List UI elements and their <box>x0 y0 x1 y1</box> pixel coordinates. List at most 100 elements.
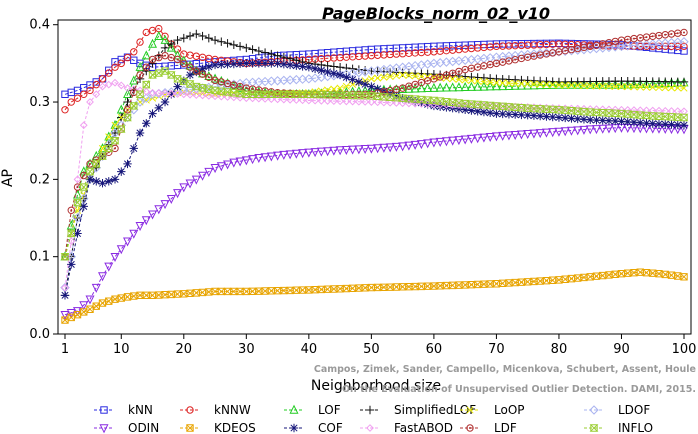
data-point-cof <box>623 117 632 127</box>
data-point-loop <box>655 83 663 92</box>
data-point-cof <box>661 120 670 129</box>
data-point-kdeos <box>105 297 113 305</box>
data-point-fastabod <box>480 101 488 110</box>
data-point-knnw <box>80 90 88 99</box>
data-point-knnw <box>98 75 107 83</box>
data-point-kdeos <box>92 302 100 310</box>
data-point-fastabod <box>79 121 88 130</box>
data-point-kdeos <box>292 286 301 294</box>
data-point-cof <box>473 107 482 116</box>
data-point-ldf <box>498 58 507 66</box>
x-axis-label: Neighborhood size <box>311 378 441 394</box>
data-point-ldf <box>192 67 201 75</box>
y-tick-label: 0.2 <box>29 172 50 187</box>
data-point-cof <box>548 112 557 122</box>
data-point-cof <box>435 102 445 111</box>
data-point-kdeos <box>67 313 75 322</box>
data-point-odin <box>360 145 370 155</box>
data-point-inflo <box>60 252 70 261</box>
data-point-cof <box>304 63 314 72</box>
x-tick-label: 40 <box>301 342 318 357</box>
data-point-cof <box>92 177 101 186</box>
data-point-fastabod <box>648 106 657 115</box>
series-kdeos <box>61 268 688 324</box>
data-point-inflo <box>173 75 182 83</box>
data-point-fastabod <box>186 90 194 99</box>
legend-item-inflo: INFLO <box>584 421 653 434</box>
data-point-lof <box>72 189 83 199</box>
data-point-cof <box>586 115 595 125</box>
data-point-odin <box>429 138 439 148</box>
data-point-fastabod <box>304 96 313 105</box>
data-point-cof <box>198 64 207 73</box>
data-point-cof <box>673 120 682 130</box>
data-point-ldf <box>423 76 432 85</box>
data-point-cof <box>561 113 570 123</box>
data-point-fastabod <box>279 95 288 104</box>
data-point-lof <box>116 104 126 114</box>
data-point-cof <box>292 61 301 70</box>
data-point-ldf <box>205 73 213 81</box>
data-point-lof <box>529 80 539 90</box>
legend-marker-inflo <box>589 424 599 432</box>
data-point-odin <box>354 145 364 155</box>
data-point-kdeos <box>267 287 276 295</box>
data-point-odin <box>285 150 295 160</box>
data-point-fastabod <box>111 78 119 87</box>
y-tick-label: 0.0 <box>29 327 50 342</box>
data-point-cof <box>679 121 689 130</box>
y-tick-label: 0.1 <box>29 250 50 265</box>
data-point-knn <box>61 90 69 99</box>
credit-line-2: On the Evaluation of Unsupervised Outlie… <box>342 384 696 395</box>
data-point-kdeos <box>467 280 476 289</box>
data-point-loop <box>536 80 544 88</box>
data-point-odin <box>185 179 195 189</box>
legend-label-knn: kNN <box>128 403 153 417</box>
data-point-knnw <box>61 106 69 114</box>
data-point-lof <box>579 79 589 89</box>
data-point-cof <box>117 167 126 176</box>
legend-label-inflo: INFLO <box>618 421 653 434</box>
data-point-odin <box>254 154 264 164</box>
data-point-loop <box>517 80 525 88</box>
data-point-ldf <box>173 55 182 64</box>
data-point-inflo <box>154 69 164 77</box>
data-point-kdeos <box>242 287 251 296</box>
data-point-inflo <box>91 160 101 168</box>
data-point-lof <box>535 80 545 90</box>
legend-item-fastabod: FastABOD <box>360 421 453 434</box>
chart-title: PageBlocks_norm_02_v10 <box>322 4 550 23</box>
data-point-ldf <box>636 34 644 42</box>
data-point-kdeos <box>117 294 125 302</box>
data-point-cof <box>229 59 239 69</box>
data-point-odin <box>216 162 226 172</box>
data-point-loop <box>430 73 438 81</box>
data-point-fastabod <box>117 81 126 90</box>
data-point-cof <box>617 117 626 126</box>
x-tick-label: 80 <box>551 342 568 357</box>
data-point-fastabod <box>323 97 332 105</box>
legend-marker-cof <box>289 423 299 433</box>
x-tick-label: 50 <box>363 342 380 357</box>
data-point-cof <box>348 75 357 84</box>
data-point-kdeos <box>442 281 451 290</box>
x-tick-label: 20 <box>176 342 193 357</box>
data-point-loop <box>580 82 588 90</box>
data-point-knnw <box>67 98 75 106</box>
data-point-cof <box>129 144 138 153</box>
legend-label-ldof: LDOF <box>618 403 650 417</box>
data-point-lof <box>154 30 164 41</box>
data-point-ldf <box>123 106 132 114</box>
data-point-lof <box>673 77 683 87</box>
legend-marker-loop <box>466 406 474 414</box>
data-point-kdeos <box>542 276 551 285</box>
data-point-odin <box>466 134 476 144</box>
data-point-loop <box>592 82 601 90</box>
data-point-odin <box>273 151 283 161</box>
data-point-simplifiedlof <box>273 51 282 60</box>
data-point-loop <box>649 83 657 91</box>
data-point-knnw <box>161 32 169 41</box>
data-point-kdeos <box>492 280 501 288</box>
legend-label-knnw: kNNW <box>214 403 251 417</box>
legend-label-cof: COF <box>318 421 343 434</box>
